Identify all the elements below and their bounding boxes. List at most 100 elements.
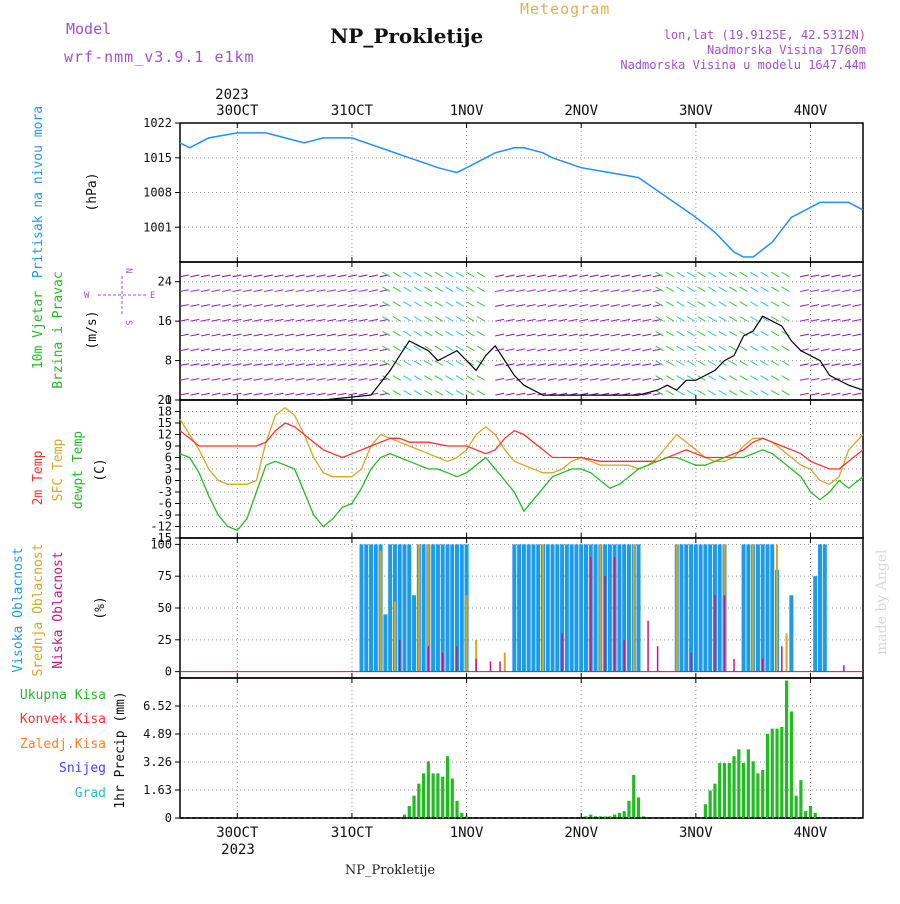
model-label: Model xyxy=(66,20,111,38)
wind-arrow xyxy=(781,271,790,278)
wind-arrow xyxy=(810,274,820,278)
legend-freezing-rain: Zaledj.Kisa xyxy=(20,737,106,752)
wind-arrow xyxy=(305,289,316,293)
wind-arrow xyxy=(392,345,401,352)
wind-arrow xyxy=(760,360,769,366)
wind-arrow xyxy=(610,378,620,381)
wind-arrow xyxy=(568,363,578,366)
wind-arrow xyxy=(211,378,221,381)
cloud-high-bar xyxy=(693,544,698,672)
wind-arrow xyxy=(739,301,748,307)
wind-arrow xyxy=(676,286,685,292)
wind-arrow xyxy=(413,316,422,322)
wind-arrow xyxy=(466,316,475,322)
wind-arrow xyxy=(382,360,391,366)
temp-ytick-label: 0 xyxy=(165,474,172,488)
wind-arrow xyxy=(516,363,526,366)
wind-arrow xyxy=(631,318,641,322)
wind-speed-line xyxy=(180,315,864,401)
wind-arrow xyxy=(369,304,379,307)
wind-arrow xyxy=(305,274,316,278)
wind-arrow xyxy=(232,363,242,366)
wind-arrow xyxy=(537,378,547,381)
wind-arrow xyxy=(211,289,221,293)
wind-arrow xyxy=(337,274,347,278)
precip-total-bar xyxy=(593,816,598,818)
precip-total-bar xyxy=(794,795,798,818)
cloud-low-bar xyxy=(733,658,735,672)
cloud-ylabel-2: Srednja Oblacnost xyxy=(31,543,46,676)
wind-arrow xyxy=(445,316,454,322)
cloud-mid-bar xyxy=(752,544,755,672)
wind-arrow xyxy=(589,378,599,381)
temp-ytick-label: -6 xyxy=(158,497,172,511)
cloud-unit: (%) xyxy=(93,596,108,619)
cloud-low-bar xyxy=(590,557,592,672)
precip-total-bar xyxy=(765,733,770,818)
wind-arrow xyxy=(253,318,263,322)
wind-arrow xyxy=(434,345,443,352)
wind-arrow xyxy=(810,333,820,337)
wind-arrow xyxy=(799,333,809,337)
wind-arrow xyxy=(455,330,464,337)
wind-arrow xyxy=(728,271,738,278)
wind-arrow xyxy=(455,301,464,307)
wind-arrow xyxy=(305,304,316,307)
cloud-high-bar xyxy=(607,544,612,672)
wind-arrow xyxy=(852,348,862,352)
wind-arrow xyxy=(728,345,738,352)
wind-arrow xyxy=(526,304,536,307)
wind-arrow xyxy=(232,392,242,396)
cloud-high-bar xyxy=(717,544,722,672)
wind-arrow xyxy=(455,316,464,322)
wind-arrow xyxy=(516,289,526,293)
wind-arrow xyxy=(232,318,242,322)
wind-arrow xyxy=(505,274,515,278)
wind-arrow xyxy=(413,301,422,307)
wind-arrow xyxy=(505,333,515,337)
cloud-high-bar xyxy=(569,544,574,672)
wind-arrow xyxy=(445,330,454,337)
wind-arrow xyxy=(316,363,326,366)
cloud-low-bar xyxy=(475,658,477,672)
wind-arrow xyxy=(781,286,790,292)
wind-arrow xyxy=(295,378,305,381)
precip-total-bar xyxy=(761,769,765,818)
wind-arrow xyxy=(568,348,578,352)
wind-arrow xyxy=(221,378,231,381)
wind-arrow xyxy=(820,392,830,396)
cloud-low-bar xyxy=(456,646,458,672)
wind-arrow xyxy=(200,392,210,396)
wind-arrow xyxy=(221,289,231,293)
wind-arrow xyxy=(852,333,862,337)
cloud-high-bar xyxy=(383,614,388,672)
precip-total-bar xyxy=(613,814,617,818)
wind-arrow xyxy=(495,363,505,366)
temp-2m-line xyxy=(179,422,864,470)
wind-arrow xyxy=(852,318,862,322)
precip-total-bar xyxy=(722,763,727,818)
wind-arrow xyxy=(263,363,273,366)
wind-arrow xyxy=(392,301,401,307)
wind-arrow xyxy=(631,348,641,352)
cloud-high-bar xyxy=(517,544,522,672)
wind-arrow xyxy=(697,301,706,307)
cloud-high-bar xyxy=(617,544,622,672)
wind-arrow xyxy=(526,392,536,396)
cloud-high-bar xyxy=(421,544,426,672)
wind-arrow xyxy=(810,289,820,293)
wind-arrow xyxy=(547,363,557,366)
wind-arrow xyxy=(665,330,675,337)
legend-snow: Snijeg xyxy=(59,761,106,776)
wind-arrow xyxy=(232,274,242,278)
wind-arrow xyxy=(760,345,769,352)
precip-total-bar xyxy=(780,726,784,818)
cloud-ytick-label: 75 xyxy=(158,569,172,583)
pressure-ylabel: Pritisak na nivou mora xyxy=(31,106,46,278)
wind-arrow xyxy=(179,348,189,352)
wind-arrow xyxy=(466,301,475,307)
precip-total-bar xyxy=(708,790,712,818)
wind-arrow xyxy=(253,348,263,352)
wind-arrow xyxy=(284,274,294,278)
wind-arrow xyxy=(655,345,664,352)
